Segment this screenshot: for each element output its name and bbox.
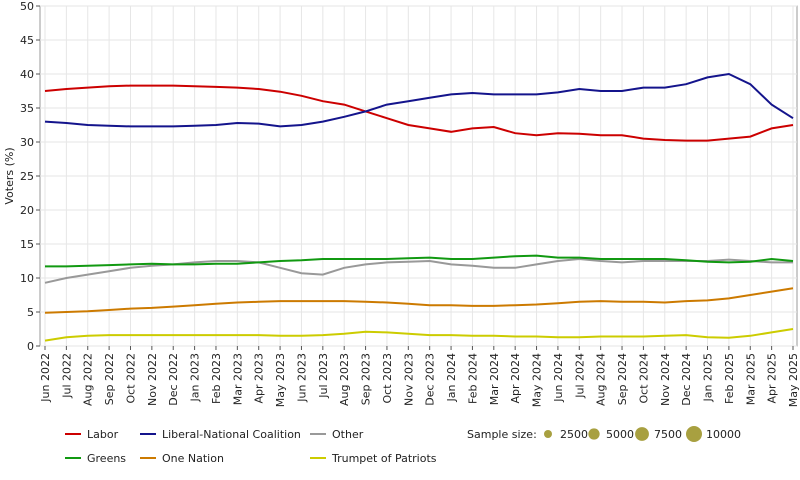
size-legend-circle [686, 426, 702, 442]
x-tick-label: Sep 2022 [103, 353, 116, 405]
size-legend-circle [588, 428, 600, 440]
y-tick-label: 30 [20, 136, 34, 149]
x-tick-label: Mar 2024 [488, 353, 501, 405]
x-tick-label: Aug 2022 [82, 353, 95, 406]
x-tick-label: Jun 2024 [552, 353, 565, 403]
y-tick-label: 0 [27, 340, 34, 353]
x-tick-label: Oct 2024 [637, 353, 650, 404]
x-tick-label: Dec 2023 [424, 353, 437, 406]
size-legend-label: 7500 [654, 428, 682, 441]
x-tick-label: Sep 2023 [360, 353, 373, 405]
legend-label: Other [332, 428, 364, 441]
x-tick-label: Jul 2023 [317, 353, 330, 399]
x-tick-label: Feb 2024 [466, 353, 479, 404]
legend-label: Trumpet of Patriots [331, 452, 437, 465]
trend-line [44, 287, 794, 314]
trend-line [45, 254, 794, 268]
x-tick-label: Apr 2024 [509, 353, 522, 404]
x-tick-label: Jul 2024 [573, 353, 586, 399]
x-tick-label: Jan 2025 [702, 353, 715, 402]
size-legend-label: 5000 [606, 428, 634, 441]
x-tick-label: Mar 2023 [231, 353, 244, 405]
x-tick-label: Nov 2022 [146, 353, 159, 406]
x-tick-label: Feb 2025 [723, 353, 736, 404]
x-tick-label: Oct 2023 [381, 353, 394, 404]
size-legend-circle [544, 430, 552, 438]
x-tick-label: May 2025 [787, 353, 800, 407]
x-tick-label: May 2024 [531, 353, 544, 407]
legend-label: Greens [87, 452, 126, 465]
trend-line [44, 72, 794, 128]
y-tick-label: 15 [20, 238, 34, 251]
y-tick-label: 45 [20, 34, 34, 47]
y-tick-label: 50 [20, 0, 34, 13]
x-tick-label: Aug 2024 [595, 353, 608, 406]
size-legend-label: 2500 [560, 428, 588, 441]
y-tick-label: 10 [20, 272, 34, 285]
x-tick-label: Jun 2023 [295, 353, 308, 403]
x-tick-label: Jul 2022 [60, 353, 73, 399]
y-axis-label: Voters (%) [3, 147, 16, 204]
x-tick-label: Nov 2024 [659, 353, 672, 406]
legend-label: One Nation [162, 452, 224, 465]
x-tick-label: May 2023 [274, 353, 287, 407]
x-tick-label: Dec 2024 [680, 353, 693, 406]
x-tick-label: Aug 2023 [338, 353, 351, 406]
x-tick-label: Feb 2023 [210, 353, 223, 404]
x-tick-label: Sep 2024 [616, 353, 629, 405]
legend-label: Liberal-National Coalition [162, 428, 301, 441]
y-tick-label: 20 [20, 204, 34, 217]
x-tick-label: Jun 2022 [39, 353, 52, 403]
trend-line [44, 84, 794, 142]
y-tick-label: 5 [27, 306, 34, 319]
legend-label: Labor [87, 428, 119, 441]
x-tick-label: Apr 2023 [253, 353, 266, 404]
x-tick-label: Nov 2023 [402, 353, 415, 406]
y-tick-label: 35 [20, 102, 34, 115]
size-legend-title: Sample size: [467, 428, 537, 441]
trend-line [44, 328, 794, 342]
x-tick-label: Apr 2025 [766, 353, 779, 404]
x-tick-label: Dec 2022 [167, 353, 180, 406]
x-tick-label: Mar 2025 [744, 353, 757, 405]
size-legend-circle [635, 427, 649, 441]
x-tick-label: Oct 2022 [124, 353, 137, 404]
y-tick-label: 25 [20, 170, 34, 183]
size-legend-label: 10000 [706, 428, 741, 441]
y-tick-label: 40 [20, 68, 34, 81]
x-tick-label: Jan 2024 [445, 353, 458, 402]
x-tick-label: Jan 2023 [189, 353, 202, 402]
